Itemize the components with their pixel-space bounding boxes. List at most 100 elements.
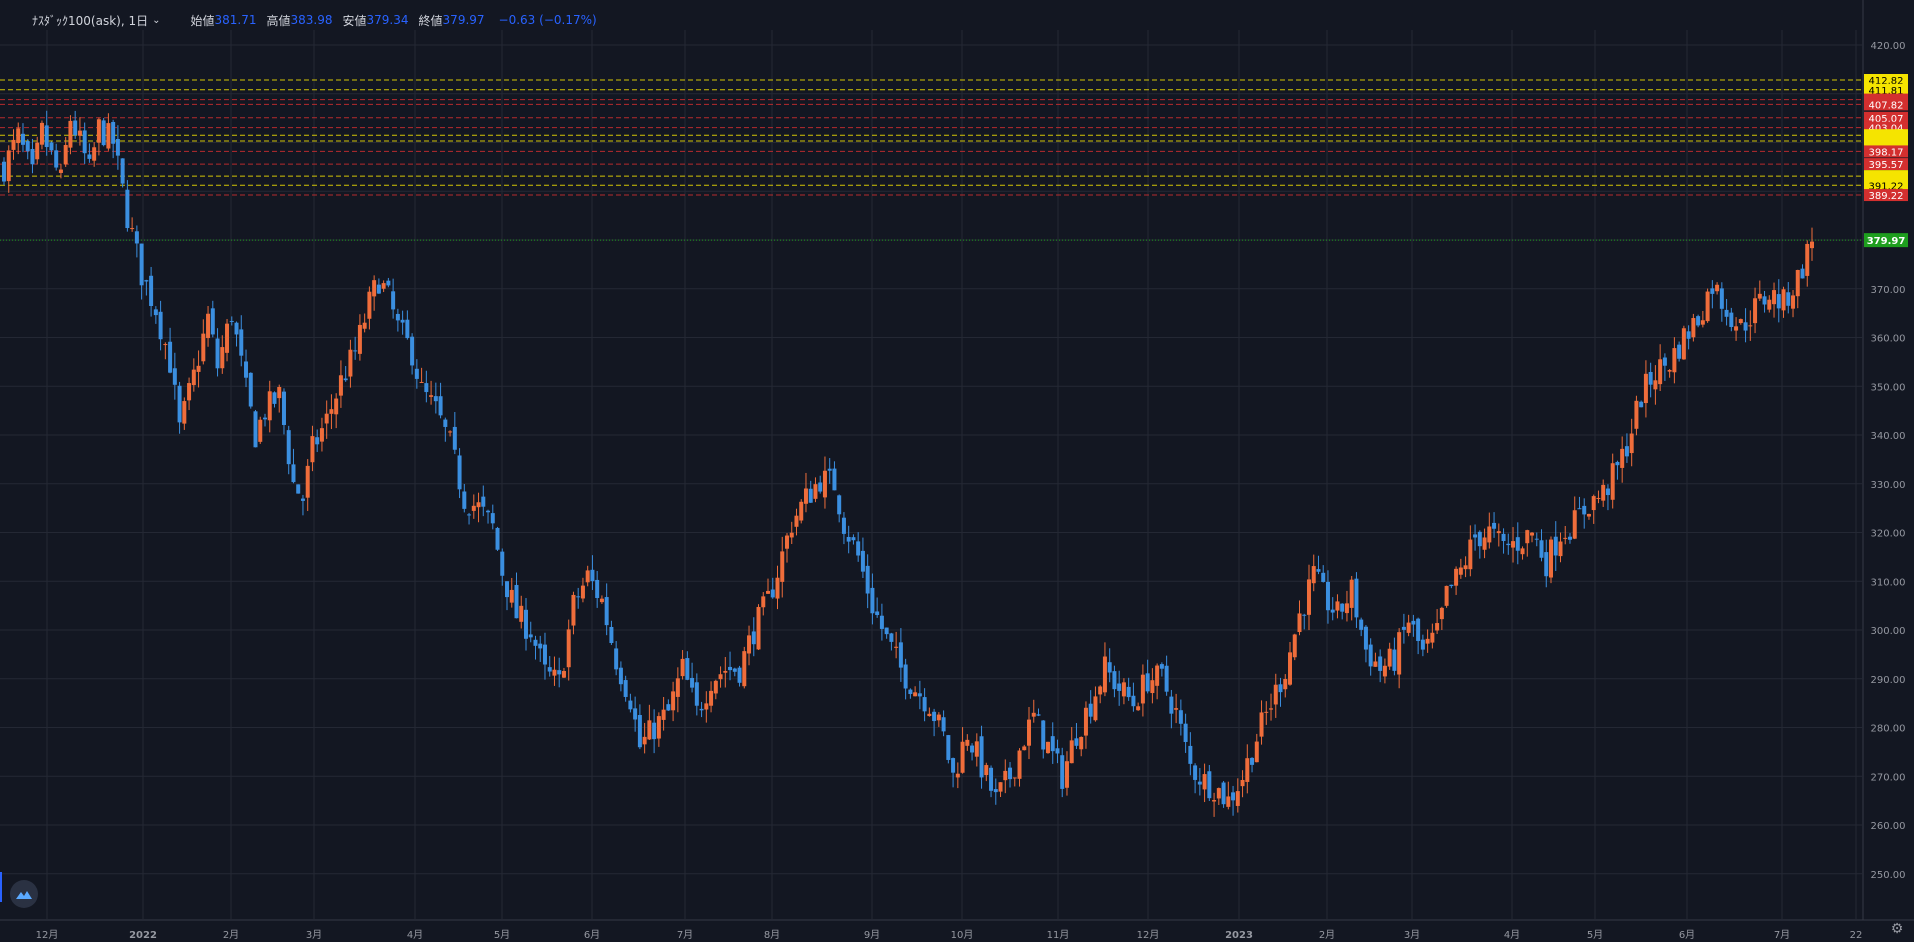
candle-body [1444, 585, 1449, 606]
candle-body [438, 396, 443, 416]
candle-body [196, 365, 201, 372]
candle-body [519, 605, 524, 622]
candle-body [841, 517, 846, 534]
candle-body [932, 711, 937, 722]
candle-body [367, 291, 372, 319]
candle-body [1658, 359, 1663, 385]
candle-body [1188, 745, 1193, 764]
candle-body [410, 336, 415, 366]
candle-body [1591, 496, 1596, 511]
candle-body [609, 626, 614, 643]
candle-body [1691, 318, 1696, 338]
candle-body [789, 532, 794, 538]
candle-body [1487, 526, 1492, 543]
candle-body [756, 606, 761, 650]
candle-body [851, 537, 856, 541]
high-label: 高値 [266, 13, 291, 28]
price-level-tag [1864, 179, 1908, 192]
candle-body [1696, 316, 1701, 326]
y-tick-label: 350.00 [1871, 382, 1906, 393]
candle-body [1017, 750, 1022, 779]
candle-body [1126, 686, 1131, 698]
candle-body [1221, 782, 1226, 805]
candle-body [1344, 603, 1349, 614]
candle-body [73, 120, 78, 136]
y-tick-label: 310.00 [1871, 577, 1906, 588]
candle-body [1601, 484, 1606, 501]
candle-body [509, 589, 514, 603]
candle-body [177, 385, 182, 423]
candle-body [894, 646, 899, 648]
close-label: 終値 [418, 13, 443, 28]
gear-icon[interactable]: ⚙ [1890, 921, 1904, 937]
candle-body [443, 419, 448, 427]
candle-body [1050, 736, 1055, 752]
candle-body [1297, 613, 1302, 633]
candle-body [329, 409, 334, 414]
candle-body [1715, 284, 1720, 292]
candle-body [1036, 714, 1041, 716]
candle-body [44, 125, 49, 148]
candle-body [1259, 712, 1264, 737]
candle-body [1041, 720, 1046, 750]
candle-body [1003, 770, 1008, 781]
candle-body [1330, 609, 1335, 613]
x-tick-label: 3月 [306, 929, 322, 941]
candle-body [709, 690, 714, 706]
candle-body [818, 482, 823, 492]
candle-body [1800, 268, 1805, 279]
candle-body [334, 398, 339, 415]
candle-body [1743, 322, 1748, 331]
candle-body [1045, 741, 1050, 754]
candle-body [1321, 572, 1326, 582]
candle-body [471, 505, 476, 511]
price-level-tag [1864, 135, 1908, 148]
candle-body [1567, 536, 1572, 540]
candle-body [2, 161, 6, 182]
candle-body [1477, 531, 1482, 547]
candle-body [528, 634, 533, 638]
candle-body [1534, 538, 1539, 540]
candle-body [1226, 796, 1231, 807]
candle-body [1653, 380, 1658, 390]
candle-body [751, 631, 756, 645]
candle-body [467, 514, 472, 516]
candle-body [1382, 665, 1387, 677]
candle-body [1212, 800, 1217, 802]
candle-body [1378, 656, 1383, 671]
candle-body [500, 551, 505, 576]
candle-body [348, 349, 353, 377]
candle-body [1359, 619, 1364, 630]
candle-body [642, 736, 647, 745]
open-label: 始値 [190, 13, 215, 28]
candle-body [1553, 536, 1558, 556]
y-tick-label: 250.00 [1871, 870, 1906, 881]
candle-body [1639, 401, 1644, 408]
candle-body [357, 324, 362, 354]
candle-body [1155, 665, 1160, 686]
price-level-tag [1864, 158, 1908, 171]
y-tick-label: 270.00 [1871, 772, 1906, 783]
candle-body [538, 643, 543, 649]
symbol-label[interactable]: ﾅｽﾀﾞｯｸ100(ask), 1日 [32, 13, 149, 28]
candle-body [338, 375, 343, 396]
candle-body [92, 147, 97, 161]
candle-body [386, 280, 391, 286]
candle-body [125, 189, 130, 229]
candle-body [737, 667, 742, 683]
candle-body [951, 758, 956, 773]
candle-body [1216, 788, 1221, 799]
candle-body [832, 468, 837, 491]
candle-body [419, 381, 424, 383]
x-axis[interactable]: 12月 2022 2月 3月 4月 5月 6月 7月 8月 9月 10月 11月 12月 2023 2月 3月… [36, 929, 1863, 941]
x-tick-label: 12月 [1137, 929, 1160, 941]
mountain-logo-icon[interactable] [10, 880, 38, 908]
candle-body [780, 551, 785, 582]
candle-body [1791, 295, 1796, 309]
price-level-label: 398.17 [1869, 147, 1904, 158]
chevron-down-icon[interactable]: ⌄ [152, 14, 161, 26]
price-level-label: 411.81 [1869, 86, 1904, 97]
candle-body [310, 436, 315, 463]
